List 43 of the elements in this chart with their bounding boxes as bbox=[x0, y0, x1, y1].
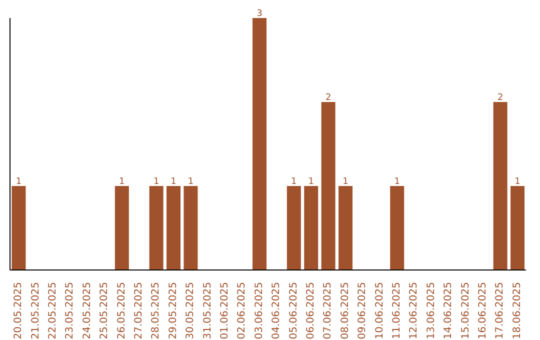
data-label: 1 bbox=[291, 177, 297, 187]
x-tick-label: 07.06.2025 bbox=[322, 282, 334, 340]
x-tick-label: 09.06.2025 bbox=[357, 282, 368, 340]
data-label: 1 bbox=[16, 177, 22, 187]
data-label: 3 bbox=[256, 9, 262, 19]
x-tick-label: 01.06.2025 bbox=[220, 282, 230, 340]
x-tick-label: 11.06.2025 bbox=[392, 282, 402, 340]
x-tick-label: 22.05.2025 bbox=[48, 282, 58, 340]
x-tick-label: 02.06.2025 bbox=[236, 282, 248, 340]
data-label: 2 bbox=[325, 93, 332, 103]
data-label: 1 bbox=[308, 177, 314, 187]
x-tick-label: 14.06.2025 bbox=[443, 282, 454, 340]
data-label: 1 bbox=[153, 177, 160, 187]
data-label: 1 bbox=[394, 177, 400, 187]
x-tick-label: 25.05.2025 bbox=[99, 282, 110, 340]
x-tick-label: 15.06.2025 bbox=[460, 282, 472, 340]
x-tick-label: 27.05.2025 bbox=[134, 282, 144, 340]
x-tick-label: 20.05.2025 bbox=[13, 282, 24, 340]
x-tick-label: 12.06.2025 bbox=[408, 282, 420, 340]
x-tick-label: 28.05.2025 bbox=[150, 282, 162, 340]
x-tick-label: 05.06.2025 bbox=[288, 282, 300, 340]
x-tick-label: 08.06.2025 bbox=[340, 282, 351, 340]
x-tick-label: 30.05.2025 bbox=[185, 282, 196, 340]
x-tick-label: 23.05.2025 bbox=[64, 282, 76, 340]
x-tick-label: 04.06.2025 bbox=[271, 282, 282, 340]
x-tick-label: 16.06.2025 bbox=[478, 282, 488, 340]
x-tick-label: 03.06.2025 bbox=[254, 282, 265, 340]
x-tick-label: 26.05.2025 bbox=[116, 282, 128, 340]
x-tick-label: 17.06.2025 bbox=[494, 282, 506, 340]
data-label: 1 bbox=[342, 177, 348, 187]
x-tick-label: 18.06.2025 bbox=[512, 282, 523, 340]
x-tick-label: 24.05.2025 bbox=[82, 282, 93, 340]
x-tick-label: 13.06.2025 bbox=[426, 282, 437, 340]
data-label: 1 bbox=[514, 177, 520, 187]
x-tick-label: 31.05.2025 bbox=[202, 282, 214, 340]
x-tick-label: 21.05.2025 bbox=[30, 282, 42, 340]
data-label: 1 bbox=[119, 177, 125, 187]
x-tick-label: 06.06.2025 bbox=[306, 282, 316, 340]
data-label: 1 bbox=[188, 177, 194, 187]
data-label: 1 bbox=[170, 177, 176, 187]
data-label: 2 bbox=[497, 93, 504, 103]
x-tick-label: 29.05.2025 bbox=[168, 282, 179, 340]
x-tick-label: 10.06.2025 bbox=[374, 282, 386, 340]
